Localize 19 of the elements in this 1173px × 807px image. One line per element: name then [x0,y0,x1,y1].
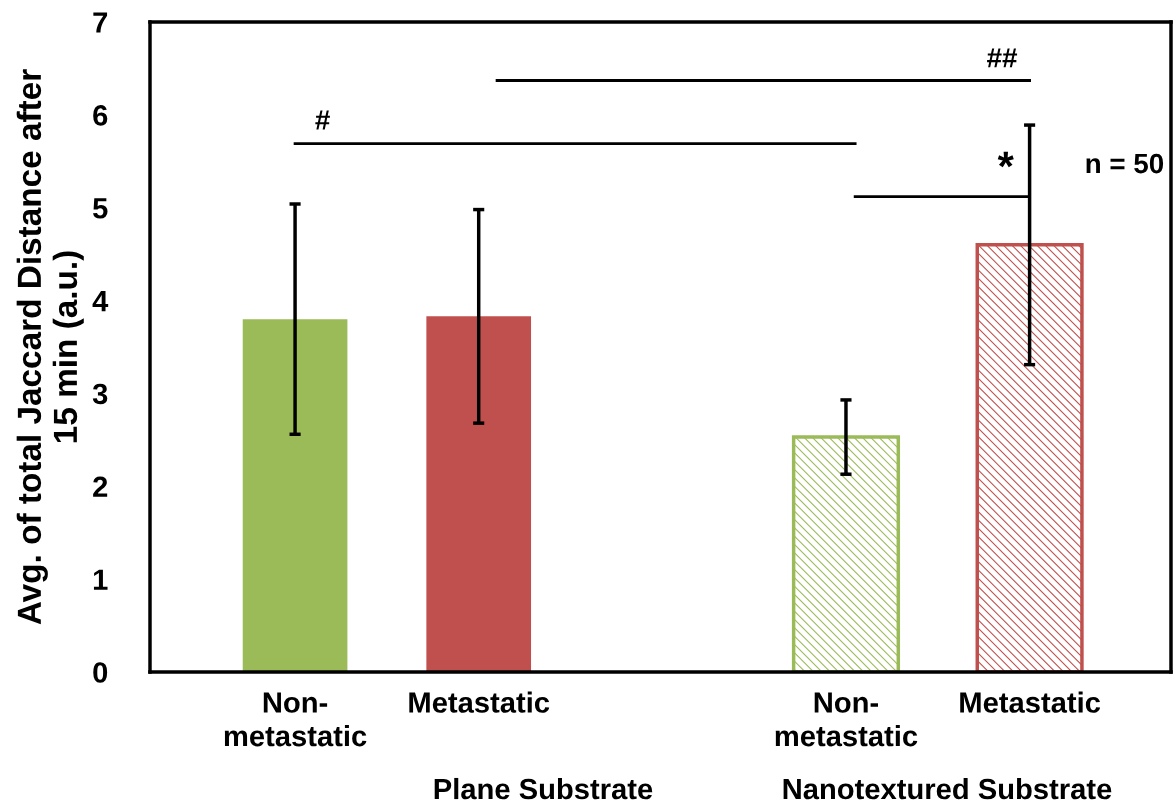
y-axis-title: Avg. of total Jaccard Distance after 15 min (a.u.) [16,69,84,625]
annotation: ## [987,48,1018,68]
y-tick-label: 5 [93,198,108,219]
x-tick-label: Metastatic [960,691,1101,713]
annotation: n = 50 [1086,153,1164,174]
annotation: # [315,110,330,130]
y-tick-label: 4 [92,291,109,312]
text: Plane Substrate [434,777,653,800]
y-tick-label: 1 [93,569,108,590]
y-tick-label: 7 [93,12,108,33]
text: Nanotextured Substrate [783,777,1112,800]
annotation: * [997,151,1014,168]
x-tick-label: Non- metastatic [224,692,367,747]
y-tick-label: 2 [93,476,108,497]
y-tick-label: 3 [92,383,108,405]
x-tick-label: Metastatic [409,691,550,713]
y-tick-label: 0 [93,662,108,683]
y-tick-label: 6 [93,105,108,126]
x-tick-label: Non- metastatic [775,692,918,747]
